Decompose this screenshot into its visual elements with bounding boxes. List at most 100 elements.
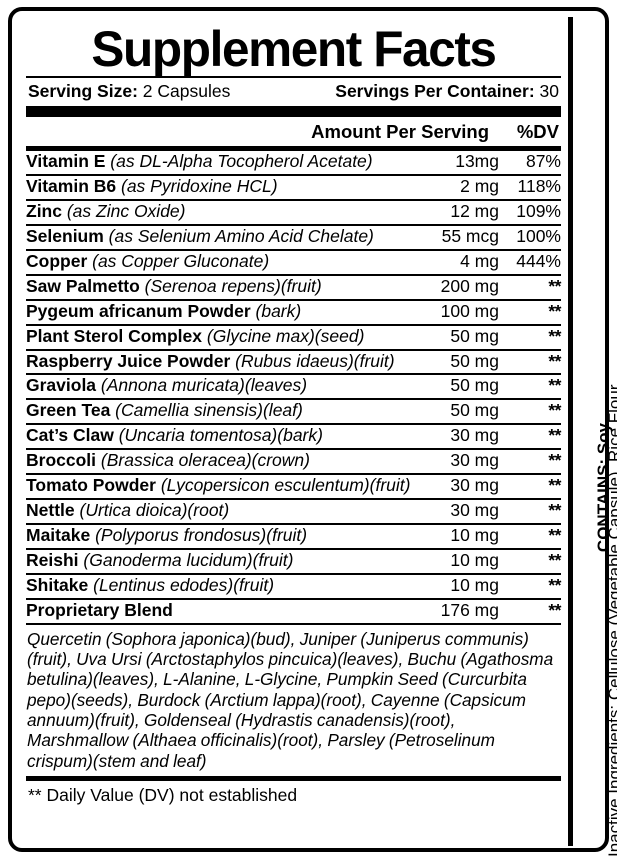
nutrient-name-cell: Vitamin B6 (as Pyridoxine HCL) [26, 174, 407, 201]
divider-above-footnote [26, 775, 561, 781]
proprietary-blend-ingredients: Quercetin (Sophora japonica)(bud), Junip… [27, 628, 554, 771]
table-row: Broccoli (Brassica oleracea)(crown) 30 mg… [26, 449, 562, 476]
nutrient-name: Shitake [26, 574, 89, 595]
nutrient-name-cell: Copper (as Copper Gluconate) [26, 249, 407, 276]
nutrient-amount: 50 mg [407, 324, 499, 351]
nutrient-name: Broccoli [26, 450, 97, 471]
nutrient-name-cell: Raspberry Juice Powder (Rubus idaeus)(fr… [26, 349, 407, 376]
label-outer-frame: Supplement Facts Serving Size: 2 Capsule… [8, 7, 617, 857]
nutrient-daily-value: 118% [499, 174, 561, 201]
nutrient-amount: 55 mcg [407, 224, 499, 251]
table-row: Nettle (Urtica dioica)(root) 30 mg ** [26, 499, 562, 526]
nutrient-daily-value: 109% [499, 199, 561, 226]
nutrient-name-cell: Reishi (Ganoderma lucidum)(fruit) [26, 549, 407, 575]
nutrient-source: (Glycine max)(seed) [202, 325, 365, 346]
nutrient-daily-value: ** [499, 449, 562, 476]
nutrient-source: (Polyporus frondosus)(fruit) [90, 525, 308, 546]
nutrient-name: Nettle [26, 500, 75, 521]
table-row: Cat’s Claw (Uncaria tomentosa)(bark) 30 m… [26, 424, 562, 451]
nutrient-source: (Lycopersicon esculentum)(fruit) [155, 475, 411, 496]
nutrient-name-cell: Maitake (Polyporus frondosus)(fruit) [26, 524, 407, 550]
nutrient-amount: 50 mg [407, 399, 499, 426]
nutrient-source: (Serenoa repens)(fruit) [139, 275, 322, 296]
nutrient-name: Tomato Powder [26, 475, 156, 496]
nutrient-amount: 12 mg [407, 199, 499, 226]
servings-per-container-value: 30 [539, 81, 559, 101]
divider-above-blend-text [26, 622, 561, 625]
serving-info-row: Serving Size: 2 Capsules Servings Per Co… [26, 78, 561, 106]
side-panel-divider [568, 17, 573, 846]
nutrient-amount: 176 mg [440, 599, 499, 620]
nutrient-source: (Camellia sinensis)(leaf) [110, 400, 303, 421]
nutrient-name-cell: Vitamin E (as DL-Alpha Tocopherol Acetat… [26, 151, 407, 176]
nutrient-source: (bark) [250, 300, 302, 321]
serving-size-value: 2 Capsules [142, 81, 231, 101]
nutrient-amount: 10 mg [407, 549, 499, 575]
nutrient-name: Selenium [26, 225, 104, 246]
nutrient-amount: 4 mg [407, 249, 499, 276]
servings-per-container-label: Servings Per Container: [335, 81, 535, 101]
nutrient-source: (Lentinus edodes)(fruit) [88, 574, 275, 595]
nutrient-daily-value: 444% [499, 249, 561, 276]
nutrient-name: Vitamin B6 [26, 175, 117, 196]
nutrient-amount: 200 mg [407, 274, 499, 301]
nutrient-daily-value: ** [499, 374, 562, 401]
nutrient-source: (as Pyridoxine HCL) [116, 175, 278, 196]
nutrient-daily-value: ** [499, 324, 562, 351]
nutrient-daily-value: ** [499, 524, 562, 550]
nutrient-name-cell: Saw Palmetto (Serenoa repens)(fruit) [26, 274, 407, 301]
table-row: Pygeum africanum Powder (bark) 100 mg ** [26, 299, 562, 326]
nutrient-daily-value: ** [499, 424, 562, 451]
table-column-headers: Amount Per Serving %DV [26, 117, 561, 146]
nutrient-daily-value: ** [499, 274, 562, 301]
nutrient-amount: 100 mg [407, 299, 499, 326]
nutrient-daily-value: ** [499, 299, 562, 326]
nutrient-amount: 10 mg [407, 524, 499, 550]
serving-size: Serving Size: 2 Capsules [28, 81, 230, 102]
nutrient-name: Raspberry Juice Powder [26, 350, 231, 371]
nutrient-name-cell: Broccoli (Brassica oleracea)(crown) [26, 449, 407, 476]
nutrient-name-cell: Plant Sterol Complex (Glycine max)(seed) [26, 324, 407, 351]
table-row: Graviola (Annona muricata)(leaves) 50 mg *… [26, 374, 562, 401]
nutrient-name-cell: Green Tea (Camellia sinensis)(leaf) [26, 399, 407, 426]
inactive-ingredients-line-1-rest: Cellulose (Vegetable Capsule), Rice Flou… [605, 384, 617, 701]
table-row: Selenium (as Selenium Amino Acid Chelate… [26, 224, 561, 251]
nutrient-name: Vitamin E [26, 151, 106, 171]
page-title: Supplement Facts [91, 21, 497, 77]
inactive-ingredients-line-1: Inactive Ingredients: Cellulose (Vegetab… [605, 385, 617, 857]
nutrient-name-cell: Tomato Powder (Lycopersicon esculentum)(… [26, 474, 410, 501]
nutrient-amount: 30 mg [407, 424, 499, 451]
amount-per-serving-header: Amount Per Serving [311, 121, 489, 142]
table-row: Raspberry Juice Powder (Rubus idaeus)(fr… [26, 349, 562, 376]
table-row: Vitamin B6 (as Pyridoxine HCL) 2 mg 118% [26, 174, 561, 201]
table-row: Green Tea (Camellia sinensis)(leaf) 50 mg… [26, 399, 562, 426]
inactive-ingredients-label: Inactive Ingredients: [605, 704, 617, 857]
nutrient-name: Maitake [26, 525, 91, 546]
nutrient-source: (Brassica oleracea)(crown) [96, 450, 310, 471]
nutrient-amount: 30 mg [407, 449, 499, 476]
nutrient-name: Graviola [26, 375, 97, 396]
nutrient-source: (as Zinc Oxide) [61, 200, 186, 221]
table-row: Plant Sterol Complex (Glycine max)(seed)… [26, 324, 562, 351]
divider-thick-top [26, 106, 561, 117]
nutrient-name: Plant Sterol Complex [26, 325, 203, 346]
nutrient-daily-value: ** [499, 349, 562, 376]
nutrient-daily-value: ** [499, 499, 562, 526]
table-row: Copper (as Copper Gluconate) 4 mg 444% [26, 249, 561, 276]
table-row: Maitake (Polyporus frondosus)(fruit) 10 m… [26, 524, 562, 550]
nutrient-name: Pygeum africanum Powder [26, 300, 251, 321]
nutrient-amount: 30 mg [407, 499, 499, 526]
divider-under-title [26, 76, 561, 78]
nutrient-source: (as Copper Gluconate) [87, 250, 270, 271]
nutrient-source: (Uncaria tomentosa)(bark) [113, 425, 323, 446]
nutrient-name-cell: Nettle (Urtica dioica)(root) [26, 499, 407, 526]
nutrient-name: Cat’s Claw [26, 425, 114, 446]
nutrient-table: Vitamin E (as DL-Alpha Tocopherol Acetat… [26, 151, 562, 623]
nutrient-name-cell: Pygeum africanum Powder (bark) [26, 299, 407, 326]
table-row: Saw Palmetto (Serenoa repens)(fruit) 200 … [26, 274, 562, 301]
divider-under-headers [26, 146, 561, 151]
nutrient-daily-value: 100% [499, 224, 561, 251]
table-row: Vitamin E (as DL-Alpha Tocopherol Acetat… [26, 151, 561, 176]
nutrient-name-cell: Zinc (as Zinc Oxide) [26, 199, 407, 226]
